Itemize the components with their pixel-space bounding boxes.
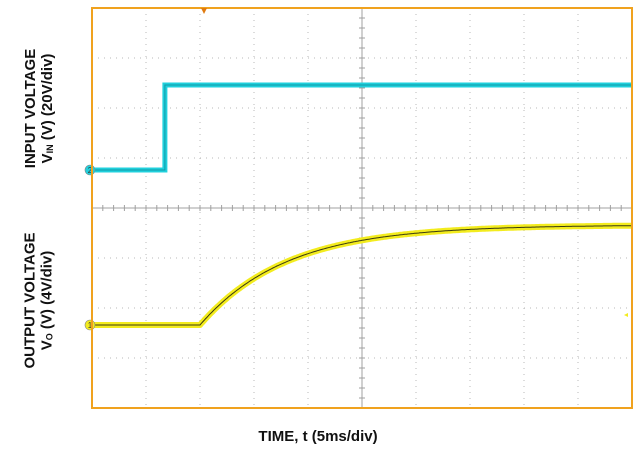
vo-subscript: O bbox=[44, 332, 55, 340]
vo-symbol: V bbox=[38, 339, 56, 350]
right-edge-marker bbox=[624, 313, 628, 317]
y-axis-label-output: OUTPUT VOLTAGE VO (V) (4V/div) bbox=[22, 232, 59, 368]
plot-frame bbox=[91, 7, 633, 409]
vo-units: (V) (4V/div) bbox=[38, 250, 56, 333]
grid bbox=[91, 7, 633, 409]
vin-subscript: IN bbox=[44, 143, 55, 153]
vin-units: (V) (20V/div) bbox=[38, 53, 56, 144]
y-label-output-line2: VO (V) (4V/div) bbox=[39, 232, 59, 368]
channel-marker-label-1: 1 bbox=[88, 321, 93, 330]
channel-marker-label-2: 2 bbox=[88, 166, 93, 175]
y-label-output-line1: OUTPUT VOLTAGE bbox=[21, 231, 39, 369]
y-label-input-line1: INPUT VOLTAGE bbox=[21, 48, 39, 168]
vin-symbol: V bbox=[38, 152, 56, 163]
x-axis-label: TIME, t (5ms/div) bbox=[258, 428, 378, 445]
ch1-output-trace-core bbox=[92, 225, 632, 326]
traces bbox=[90, 82, 634, 328]
y-axis-label-input: INPUT VOLTAGE VIN (V) (20V/div) bbox=[22, 48, 59, 167]
ch2-input-trace-core bbox=[92, 84, 632, 171]
trigger-marker bbox=[201, 8, 207, 14]
y-label-input-line2: VIN (V) (20V/div) bbox=[39, 48, 59, 167]
channel-markers: 21 bbox=[84, 164, 96, 331]
